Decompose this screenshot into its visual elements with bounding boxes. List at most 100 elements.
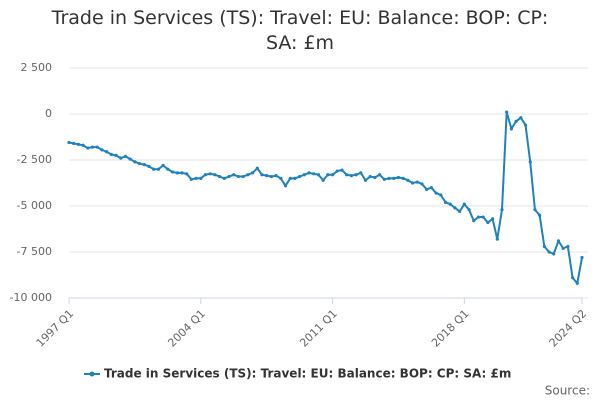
- point: [95, 145, 99, 149]
- point: [90, 145, 95, 149]
- point: [170, 170, 175, 174]
- point: [349, 174, 353, 178]
- point: [458, 209, 462, 214]
- point: [335, 169, 339, 173]
- point: [260, 173, 264, 177]
- point: [415, 180, 419, 184]
- point: [556, 239, 561, 243]
- point: [293, 176, 297, 180]
- point: [189, 177, 193, 181]
- y-tick-label: 2 500: [21, 61, 53, 74]
- point: [208, 172, 212, 176]
- point: [533, 208, 537, 212]
- point: [538, 213, 542, 217]
- y-tick-label: -7 500: [17, 245, 52, 258]
- point: [476, 215, 481, 219]
- x-tick-label: 2011 Q1: [297, 307, 340, 350]
- point: [236, 174, 241, 179]
- point: [161, 163, 165, 168]
- point: [519, 116, 523, 120]
- point: [406, 178, 410, 182]
- point: [354, 173, 358, 177]
- point: [321, 178, 325, 182]
- point: [133, 160, 137, 164]
- point: [410, 181, 415, 185]
- point: [298, 174, 302, 179]
- point: [462, 202, 466, 206]
- point: [378, 173, 382, 177]
- point: [283, 184, 288, 188]
- point: [429, 186, 433, 190]
- y-tick-label: -2 500: [17, 153, 52, 166]
- point: [382, 177, 386, 181]
- point: [340, 168, 344, 172]
- point: [100, 148, 104, 152]
- point: [316, 173, 321, 177]
- point: [434, 191, 438, 195]
- point: [199, 176, 203, 180]
- point: [387, 176, 391, 180]
- source: Source:: [545, 384, 590, 398]
- point: [265, 174, 269, 178]
- point: [269, 174, 273, 179]
- point: [443, 200, 448, 204]
- point: [109, 152, 113, 157]
- point: [114, 153, 118, 157]
- point: [232, 173, 236, 177]
- point: [345, 173, 349, 177]
- point: [180, 171, 184, 175]
- point: [302, 173, 306, 177]
- point: [288, 176, 292, 180]
- x-tick-label: 1997 Q1: [34, 307, 77, 350]
- point: [566, 244, 570, 249]
- point: [481, 215, 485, 219]
- point: [439, 193, 443, 197]
- chart-title: Trade in Services (TS): Travel: EU: Bala…: [51, 7, 549, 54]
- point: [472, 219, 476, 223]
- point: [86, 146, 90, 150]
- series-line: [68, 111, 583, 286]
- point: [570, 276, 575, 280]
- point: [514, 119, 518, 123]
- point: [373, 175, 377, 180]
- point: [222, 176, 226, 180]
- point: [185, 172, 189, 176]
- point: [274, 174, 278, 178]
- point: [123, 154, 128, 158]
- point: [359, 171, 363, 175]
- point: [575, 281, 579, 285]
- point: [326, 173, 330, 177]
- point: [448, 202, 452, 206]
- y-tick-label: 0: [45, 107, 52, 120]
- point: [142, 163, 146, 167]
- point: [552, 252, 556, 256]
- point: [396, 175, 401, 180]
- point: [509, 127, 514, 131]
- point: [105, 150, 109, 154]
- point: [330, 173, 335, 177]
- point: [175, 171, 179, 175]
- point: [147, 164, 151, 169]
- point: [246, 173, 250, 177]
- point: [401, 176, 405, 180]
- point: [528, 160, 532, 164]
- point: [255, 166, 259, 170]
- y-tick-label: -5 000: [17, 199, 52, 212]
- point: [81, 143, 85, 147]
- point: [241, 174, 245, 179]
- point: [76, 142, 81, 146]
- point: [218, 174, 222, 179]
- point: [213, 173, 217, 177]
- point: [467, 208, 471, 212]
- point: [392, 176, 396, 180]
- point: [561, 246, 565, 250]
- point: [500, 208, 504, 212]
- x-tick-label: 2018 Q1: [429, 307, 472, 350]
- point: [72, 141, 76, 146]
- point: [495, 237, 499, 241]
- point: [203, 173, 208, 177]
- point: [279, 176, 283, 180]
- point: [453, 206, 457, 210]
